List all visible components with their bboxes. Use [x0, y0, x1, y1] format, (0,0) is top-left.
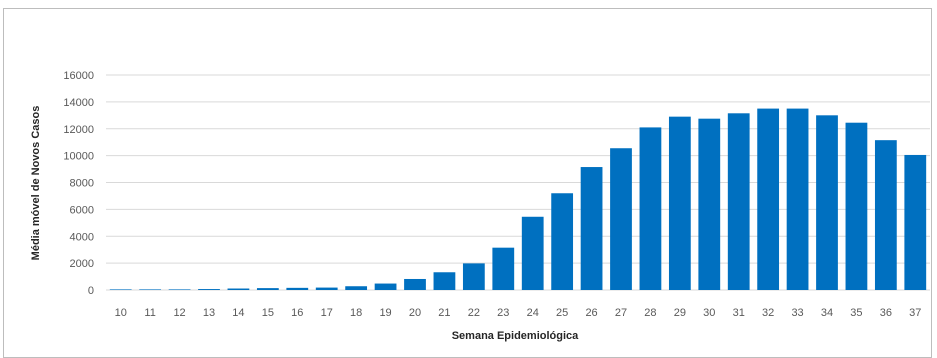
- x-tick-label: 12: [173, 307, 185, 319]
- y-tick-label: 12000: [63, 124, 94, 136]
- x-tick-label: 17: [321, 307, 333, 319]
- bar-week-23: [492, 247, 515, 290]
- x-tick-label: 34: [821, 307, 833, 319]
- y-tick-label: 10000: [63, 151, 94, 163]
- y-tick-label: 6000: [70, 204, 94, 216]
- bar-week-16: [286, 287, 309, 290]
- bar-week-25: [551, 193, 574, 290]
- x-tick-label: 16: [291, 307, 303, 319]
- x-axis-title: Semana Epidemiológica: [452, 330, 579, 342]
- x-tick-label: 26: [585, 307, 597, 319]
- x-tick-label: 32: [762, 307, 774, 319]
- bar-week-21: [433, 272, 456, 290]
- y-tick-label: 0: [88, 285, 94, 297]
- x-tick-label: 28: [644, 307, 656, 319]
- x-tick-label: 23: [497, 307, 509, 319]
- y-tick-label: 4000: [70, 231, 94, 243]
- x-tick-label: 10: [115, 307, 127, 319]
- bar-week-10: [109, 289, 132, 290]
- x-tick-label: 36: [880, 307, 892, 319]
- bar-week-36: [874, 140, 897, 290]
- x-tick-label: 35: [850, 307, 862, 319]
- x-tick-label: 20: [409, 307, 421, 319]
- bar-week-34: [816, 115, 838, 290]
- bar-week-18: [345, 286, 368, 290]
- x-tick-label: 15: [262, 307, 274, 319]
- x-tick-label: 21: [438, 307, 450, 319]
- bar-week-13: [198, 289, 220, 290]
- x-tick-label: 31: [733, 307, 745, 319]
- bar-week-11: [139, 289, 162, 290]
- bar-week-22: [462, 263, 485, 290]
- bar-week-28: [639, 127, 662, 290]
- bar-week-30: [698, 118, 721, 290]
- y-axis-ticks: 0 2000 4000 6000 8000 10000 12000 14000 16000: [63, 70, 94, 297]
- x-tick-label: 27: [615, 307, 627, 319]
- bar-week-33: [786, 108, 809, 290]
- y-tick-label: 16000: [63, 70, 94, 82]
- x-tick-label: 14: [232, 307, 244, 319]
- bar-week-12: [168, 289, 191, 290]
- bar-week-27: [610, 148, 632, 290]
- x-tick-label: 33: [791, 307, 803, 319]
- y-tick-label: 8000: [70, 178, 94, 190]
- y-tick-label: 14000: [63, 97, 94, 109]
- x-tick-label: 24: [527, 307, 539, 319]
- bar-week-19: [374, 283, 397, 290]
- bar-week-26: [580, 167, 603, 290]
- bar-week-31: [727, 113, 750, 290]
- x-axis-ticks: 10 11 12 13 14 15 16 17 18 19 20 21 22 23 24 25 26 27 28 29…: [115, 307, 922, 319]
- x-tick-label: 19: [379, 307, 391, 319]
- bar-week-24: [521, 216, 544, 290]
- x-tick-label: 29: [674, 307, 686, 319]
- x-tick-label: 30: [703, 307, 715, 319]
- x-tick-label: 11: [144, 307, 155, 319]
- x-tick-label: 18: [350, 307, 362, 319]
- bar-week-37: [904, 154, 927, 290]
- bars: [109, 108, 927, 290]
- bar-week-20: [404, 278, 426, 290]
- x-tick-label: 25: [556, 307, 568, 319]
- y-axis-title: Média móvel de Novos Casos: [30, 106, 42, 261]
- x-tick-label: 13: [203, 307, 215, 319]
- bar-week-14: [227, 288, 250, 290]
- x-tick-label: 22: [468, 307, 480, 319]
- bar-week-15: [256, 288, 279, 290]
- x-tick-label: 37: [909, 307, 921, 319]
- bar-week-17: [315, 287, 338, 290]
- bar-chart: 0 2000 4000 6000 8000 10000 12000 14000 16000 10…: [30, 70, 930, 342]
- y-tick-label: 2000: [70, 258, 94, 270]
- bar-week-29: [668, 116, 691, 290]
- bar-week-32: [757, 108, 780, 290]
- bar-week-35: [845, 122, 868, 290]
